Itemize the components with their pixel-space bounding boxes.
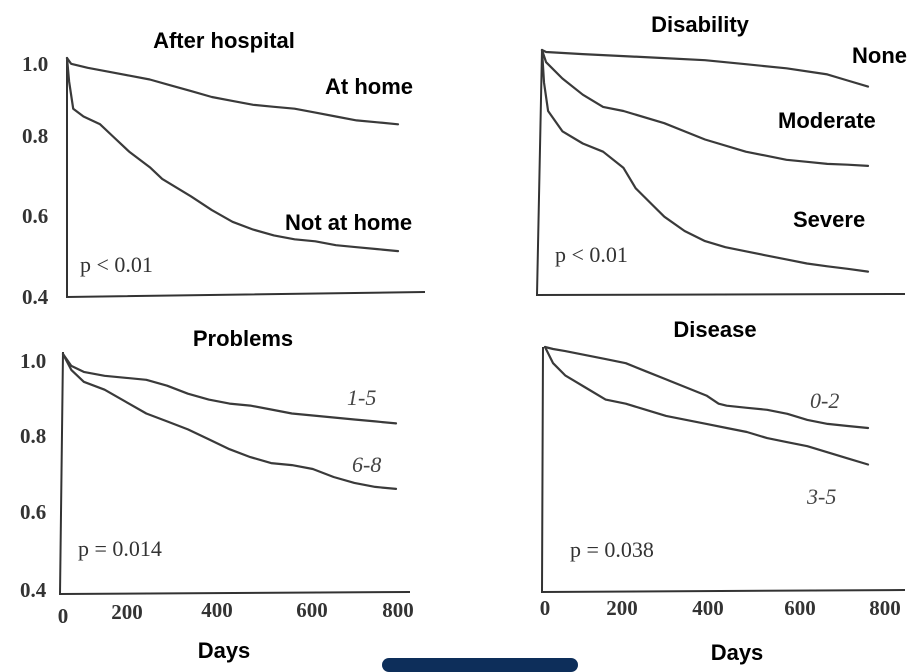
curve-6-8	[61, 352, 398, 490]
x-tick-label: 800	[869, 596, 901, 620]
panel-problems: Problems 1.0 0.8 0.6 0.4 1-5 6-8 p = 0.0…	[20, 326, 414, 663]
series-label-1-5: 1-5	[347, 385, 376, 410]
series-label-6-8: 6-8	[352, 452, 381, 477]
series-label-3-5: 3-5	[806, 484, 836, 509]
curve-moderate	[540, 48, 870, 167]
panel-title: Problems	[193, 326, 293, 351]
x-tick-label: 0	[540, 596, 551, 620]
series-label-0-2: 0-2	[810, 388, 839, 413]
y-tick-label: 1.0	[22, 52, 48, 76]
p-value: p = 0.038	[570, 537, 654, 562]
p-value: p < 0.01	[80, 252, 153, 277]
panel-axes	[66, 60, 426, 299]
curve-0-2	[543, 345, 870, 430]
curve-3-5	[543, 345, 870, 466]
x-tick-label: 600	[784, 596, 816, 620]
x-tick-label: 600	[296, 598, 328, 622]
y-tick-label: 0.6	[22, 204, 48, 228]
y-tick-label: 0.8	[22, 124, 48, 148]
panel-title: Disease	[673, 317, 756, 342]
x-tick-label: 200	[606, 596, 638, 620]
curve-at-home	[65, 56, 400, 126]
panel-disease: Disease 0-2 3-5 p = 0.038 0 200 400 600 …	[540, 317, 906, 665]
y-tick-label: 1.0	[20, 349, 46, 373]
x-tick-label: 400	[201, 598, 233, 622]
x-tick-label: 0	[58, 604, 69, 628]
series-label-none: None	[852, 43, 907, 68]
panel-title: Disability	[651, 12, 750, 37]
panel-disability: Disability None Moderate Severe p < 0.01	[535, 12, 907, 297]
p-value: p = 0.014	[78, 536, 162, 561]
series-label-not-at-home: Not at home	[285, 210, 412, 235]
y-tick-label: 0.4	[22, 285, 49, 309]
series-label-moderate: Moderate	[778, 108, 876, 133]
series-label-at-home: At home	[325, 74, 413, 99]
panel-axes	[535, 49, 906, 297]
curve-not-at-home	[65, 56, 400, 253]
p-value: p < 0.01	[555, 242, 628, 267]
x-tick-label: 400	[692, 596, 724, 620]
x-tick-label: 800	[382, 598, 414, 622]
panel-axes	[540, 346, 906, 594]
x-axis-label: Days	[198, 638, 251, 663]
y-tick-label: 0.6	[20, 500, 46, 524]
bottom-overlay-bar	[382, 658, 578, 672]
panel-after-hospital: After hospital 1.0 0.8 0.6 0.4 At home N…	[22, 28, 426, 309]
curve-severe	[540, 48, 870, 273]
panel-title: After hospital	[153, 28, 295, 53]
curve-none	[540, 48, 870, 88]
y-tick-label: 0.8	[20, 424, 46, 448]
y-tick-label: 0.4	[20, 578, 47, 602]
curve-1-5	[61, 352, 398, 425]
x-axis-label: Days	[711, 640, 764, 665]
x-tick-label: 200	[111, 600, 143, 624]
panel-axes	[58, 351, 411, 596]
series-label-severe: Severe	[793, 207, 865, 232]
